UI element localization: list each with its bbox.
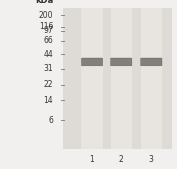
Text: 14: 14: [44, 95, 53, 105]
Text: 97: 97: [43, 26, 53, 35]
Text: 3: 3: [149, 155, 154, 164]
Bar: [81, 8, 103, 149]
Text: 116: 116: [39, 22, 53, 31]
Text: 31: 31: [44, 65, 53, 74]
Text: 200: 200: [39, 11, 53, 20]
FancyBboxPatch shape: [141, 58, 162, 66]
Text: 22: 22: [44, 80, 53, 89]
Text: 2: 2: [119, 155, 124, 164]
Bar: [63, 8, 172, 149]
Text: 1: 1: [90, 155, 94, 164]
FancyBboxPatch shape: [111, 58, 132, 66]
Text: 66: 66: [43, 36, 53, 45]
FancyBboxPatch shape: [81, 58, 103, 66]
Bar: [141, 8, 162, 149]
Text: kDa: kDa: [35, 0, 53, 5]
Bar: [111, 8, 132, 149]
Text: 6: 6: [48, 116, 53, 125]
Text: 44: 44: [43, 50, 53, 59]
